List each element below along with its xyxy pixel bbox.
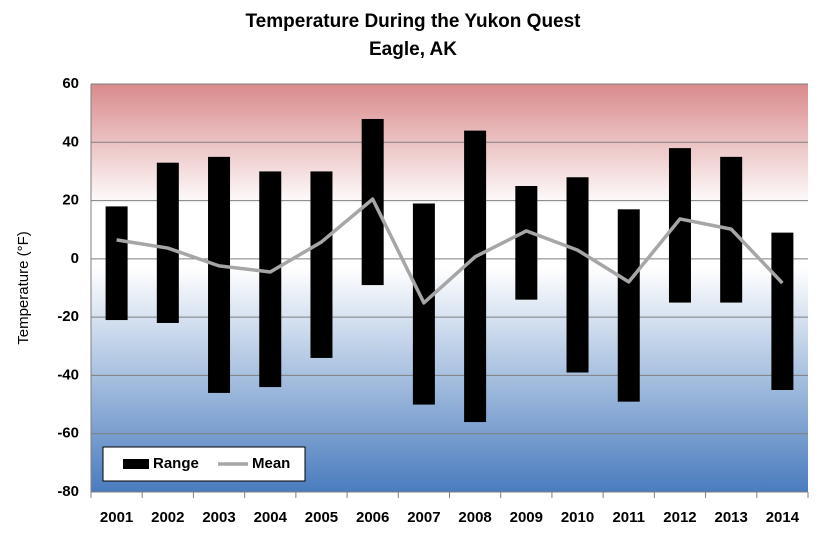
range-bar	[617, 209, 640, 402]
x-tick-label: 2007	[407, 509, 440, 526]
legend-swatch	[123, 459, 149, 469]
chart-subtitle: Eagle, AK	[369, 39, 457, 60]
mean-line	[116, 197, 784, 305]
y-tick-label: 60	[62, 75, 79, 92]
range-bar	[515, 186, 538, 300]
x-tick-label: 2009	[510, 509, 543, 526]
x-tick-label: 2006	[356, 509, 389, 526]
y-tick-label: 20	[62, 192, 79, 209]
x-tick-label: 2013	[714, 509, 747, 526]
range-bar	[566, 177, 589, 373]
x-tick-label: 2001	[100, 509, 133, 526]
legend-label: Mean	[252, 455, 290, 472]
range-bar	[668, 148, 691, 303]
y-tick-label: -60	[57, 425, 79, 442]
legend-label: Range	[153, 455, 199, 472]
x-tick-label: 2010	[561, 509, 594, 526]
range-bar	[464, 130, 487, 423]
x-tick-label: 2008	[458, 509, 491, 526]
x-tick-label: 2003	[202, 509, 235, 526]
x-tick-label: 2005	[305, 509, 338, 526]
range-bar	[208, 156, 231, 393]
chart-title: Temperature During the Yukon Quest	[245, 11, 581, 32]
x-tick-label: 2011	[612, 509, 645, 526]
y-axis-label: Temperature (°F)	[15, 231, 32, 345]
y-tick-label: -80	[57, 483, 79, 500]
x-tick-label: 2012	[663, 509, 696, 526]
range-bar	[310, 171, 333, 358]
x-tick-label: 2004	[254, 509, 288, 526]
x-tick-label: 2014	[766, 509, 800, 526]
range-bar	[259, 171, 282, 388]
plot-area	[91, 84, 808, 492]
y-tick-label: -40	[57, 366, 79, 383]
y-tick-label: -20	[57, 308, 79, 325]
x-tick-label: 2002	[151, 509, 184, 526]
y-tick-label: 40	[62, 133, 79, 150]
range-bar	[771, 232, 794, 390]
range-bar	[156, 162, 179, 323]
range-bar	[105, 206, 128, 321]
y-tick-label: 0	[71, 250, 79, 267]
